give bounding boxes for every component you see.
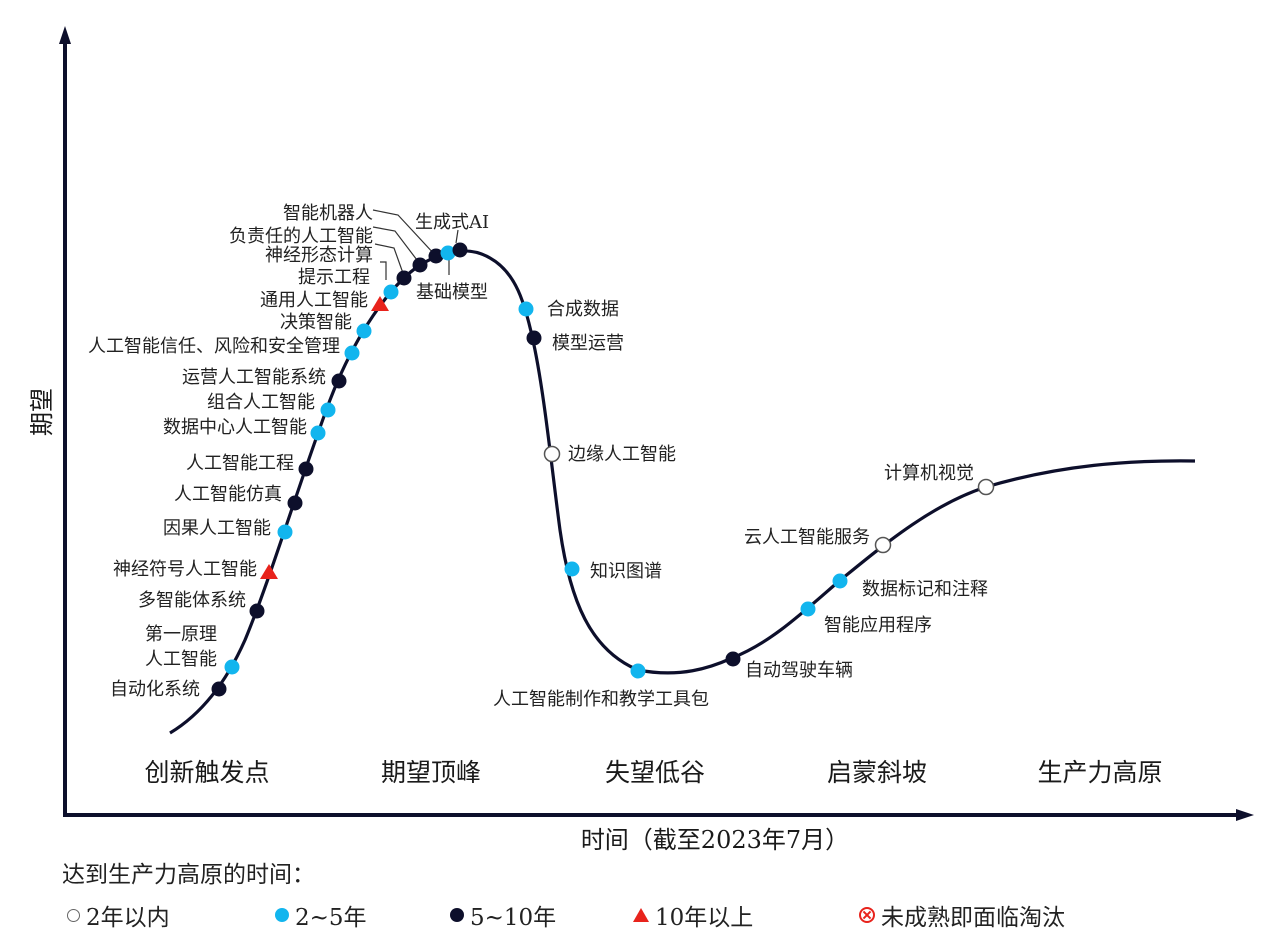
label-modelops: 模型运营 — [552, 333, 624, 354]
marker-ai-engineering — [298, 461, 314, 477]
label-smart-robots: 智能机器人 — [283, 203, 373, 224]
label-prompt-engineering: 提示工程 — [298, 267, 370, 288]
marker-multi-agent-systems — [249, 603, 265, 619]
blue-dot-icon — [275, 908, 289, 922]
label-foundation-models: 基础模型 — [416, 282, 488, 303]
label-synthetic-data: 合成数据 — [547, 299, 619, 320]
label-edge-ai: 边缘人工智能 — [568, 444, 676, 465]
label-neuro-symbolic-ai: 神经符号人工智能 — [113, 559, 257, 580]
label-generative-ai: 生成式AI — [415, 212, 489, 233]
label-cloud-ai-services: 云人工智能服务 — [744, 527, 870, 548]
marker-agi — [371, 296, 389, 311]
y-axis-label: 期望 — [28, 388, 56, 436]
legend-title: 达到生产力高原的时间： — [62, 862, 315, 888]
leader-lines — [372, 209, 459, 280]
marker-computer-vision — [977, 478, 995, 496]
label-first-principles-ai-line1: 第一原理 — [145, 624, 217, 645]
label-intelligent-applications: 智能应用程序 — [824, 615, 932, 636]
x-axis-label: 时间（截至2023年7月） — [581, 826, 849, 854]
open-circle-icon — [67, 908, 80, 922]
marker-neuromorphic-computing — [396, 270, 412, 286]
legend: 2年以内 2~5年 5~10年 10年以上 未成熟即面临淘汰 — [62, 898, 1262, 938]
marker-knowledge-graphs — [564, 561, 580, 577]
legend-item-2-5-years: 2~5年 — [275, 898, 367, 932]
marker-ai-maker-teaching-kits — [630, 663, 646, 679]
label-data-labeling: 数据标记和注释 — [862, 579, 988, 600]
legend-item-over-10-years: 10年以上 — [633, 898, 753, 932]
marker-synthetic-data — [518, 301, 534, 317]
y-axis-arrow — [59, 26, 71, 44]
marker-prompt-engineering — [383, 284, 399, 300]
triangle-icon — [633, 908, 649, 922]
label-autonomous-vehicles: 自动驾驶车辆 — [745, 660, 853, 681]
marker-decision-intelligence — [356, 323, 372, 339]
phase-peak-of-expectations: 期望顶峰 — [381, 758, 481, 787]
label-first-principles-ai-line2: 人工智能 — [145, 649, 217, 670]
label-ai-trism: 人工智能信任、风险和安全管理 — [88, 336, 340, 357]
phase-slope-of-enlightenment: 启蒙斜坡 — [827, 758, 927, 787]
marker-autonomous-vehicles — [725, 651, 741, 667]
label-neuromorphic-computing: 神经形态计算 — [265, 245, 373, 266]
label-ai-maker-teaching-kits: 人工智能制作和教学工具包 — [493, 689, 709, 710]
marker-intelligent-applications — [800, 601, 816, 617]
marker-causal-ai — [277, 524, 293, 540]
label-automation-systems: 自动化系统 — [110, 679, 200, 700]
marker-automation-systems — [211, 681, 227, 697]
marker-data-centric-ai — [310, 425, 326, 441]
label-causal-ai: 因果人工智能 — [163, 518, 271, 539]
legend-item-within-2-years: 2年以内 — [67, 898, 170, 932]
label-ai-engineering: 人工智能工程 — [186, 453, 294, 474]
legend-item-5-10-years: 5~10年 — [450, 898, 556, 932]
marker-modelops — [526, 330, 542, 346]
phase-trough-of-disillusionment: 失望低谷 — [605, 758, 705, 787]
label-decision-intelligence: 决策智能 — [280, 312, 352, 333]
marker-ai-simulation — [287, 495, 303, 511]
marker-data-labeling — [832, 573, 848, 589]
crossed-circle-icon — [859, 907, 875, 923]
legend-label: 未成熟即面临淘汰 — [881, 905, 1065, 931]
marker-neuro-symbolic-ai — [260, 564, 278, 579]
x-axis-arrow — [1236, 809, 1254, 821]
legend-label: 2年以内 — [86, 905, 170, 931]
legend-label: 2~5年 — [295, 905, 367, 931]
marker-edge-ai — [543, 445, 561, 463]
label-knowledge-graphs: 知识图谱 — [590, 561, 662, 582]
dark-dot-icon — [450, 908, 464, 922]
phase-plateau-of-productivity: 生产力高原 — [1037, 758, 1162, 787]
marker-generative-ai — [452, 242, 468, 258]
marker-first-principles-ai — [224, 659, 240, 675]
marker-composite-ai — [320, 402, 336, 418]
label-composite-ai: 组合人工智能 — [207, 392, 315, 413]
marker-cloud-ai-services — [874, 536, 892, 554]
label-agi: 通用人工智能 — [260, 290, 368, 311]
legend-label: 5~10年 — [470, 905, 557, 931]
legend-item-obsolete: 未成熟即面临淘汰 — [859, 898, 1065, 932]
marker-smart-robots — [428, 248, 444, 264]
marker-responsible-ai — [412, 257, 428, 273]
marker-operational-ai-systems — [331, 373, 347, 389]
label-multi-agent-systems: 多智能体系统 — [138, 590, 246, 611]
marker-foundation-models — [440, 245, 456, 261]
marker-ai-trism — [344, 345, 360, 361]
label-data-centric-ai: 数据中心人工智能 — [163, 417, 307, 438]
tech-labels: 自动化系统 第一原理 人工智能 多智能体系统 神经符号人工智能 因果人工智能 人… — [88, 203, 988, 710]
label-computer-vision: 计算机视觉 — [884, 463, 974, 484]
label-ai-simulation: 人工智能仿真 — [174, 484, 282, 505]
phase-innovation-trigger: 创新触发点 — [144, 758, 269, 787]
legend-label: 10年以上 — [655, 905, 754, 931]
tech-markers — [211, 242, 995, 697]
label-operational-ai-systems: 运营人工智能系统 — [182, 367, 326, 388]
label-responsible-ai: 负责任的人工智能 — [229, 226, 373, 247]
